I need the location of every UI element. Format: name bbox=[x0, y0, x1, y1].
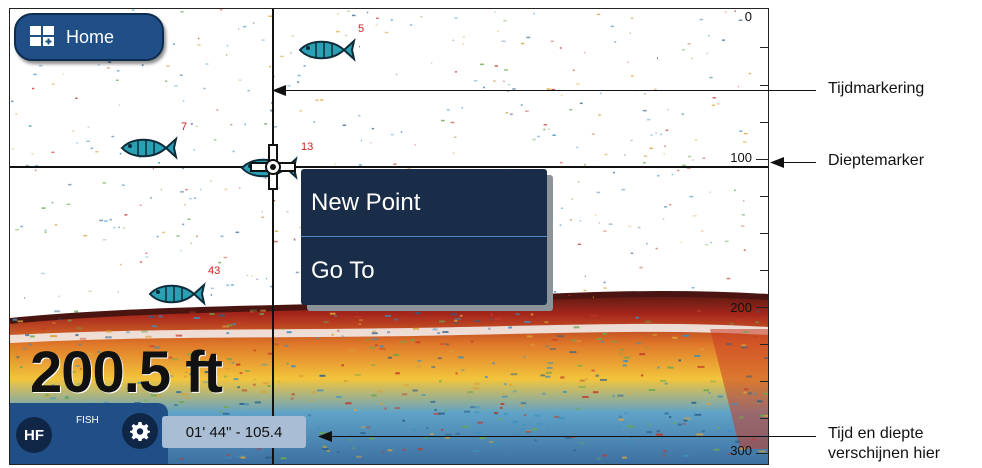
depth-minor-tick bbox=[760, 196, 768, 197]
fish-depth-label: 7 bbox=[181, 121, 188, 133]
home-label: Home bbox=[66, 26, 115, 47]
fish-icon[interactable] bbox=[298, 37, 356, 63]
fish-depth-label: 5 bbox=[358, 23, 365, 35]
callout-time-depth-line1: Tijd en diepte bbox=[828, 425, 924, 442]
fish-depth-label: 13 bbox=[301, 141, 314, 153]
depth-label-0: 0 bbox=[744, 9, 752, 24]
time-marker-callout-line bbox=[280, 90, 816, 91]
depth-marker-callout-line bbox=[778, 162, 816, 163]
depth-minor-tick bbox=[760, 47, 768, 48]
depth-label-300: 300 bbox=[730, 443, 752, 458]
depth-minor-tick bbox=[760, 381, 768, 382]
callout-time-depth-line2: verschijnen hier bbox=[828, 445, 941, 462]
depth-minor-tick bbox=[760, 122, 768, 123]
depth-tick bbox=[756, 307, 768, 308]
gear-icon bbox=[130, 422, 150, 441]
mode-label: FISH bbox=[76, 415, 99, 426]
frequency-button[interactable]: HF bbox=[16, 417, 52, 453]
time-marker-line[interactable] bbox=[272, 9, 274, 464]
depth-marker-line[interactable] bbox=[10, 166, 768, 168]
depth-minor-tick bbox=[760, 85, 768, 86]
depth-minor-tick bbox=[760, 270, 768, 271]
depth-tick bbox=[756, 453, 768, 454]
depth-label-200: 200 bbox=[730, 300, 752, 315]
callout-time-marker: Tijdmarkering bbox=[828, 80, 925, 97]
settings-button[interactable] bbox=[122, 413, 158, 449]
depth-tick bbox=[756, 159, 768, 160]
time-depth-callout-line bbox=[326, 436, 816, 437]
home-button[interactable]: Home bbox=[14, 13, 164, 61]
depth-minor-tick bbox=[760, 233, 768, 234]
arrow-left-icon bbox=[318, 431, 332, 442]
depth-minor-tick bbox=[760, 344, 768, 345]
arrow-left-icon bbox=[272, 85, 286, 96]
crosshair-cursor-icon[interactable] bbox=[249, 143, 297, 191]
fish-depth-label: 43 bbox=[208, 265, 221, 277]
fish-icon[interactable] bbox=[120, 135, 178, 161]
menu-item-go-to[interactable]: Go To bbox=[311, 256, 375, 284]
callout-depth-marker: Dieptemarker bbox=[828, 152, 925, 169]
grid-icon bbox=[30, 26, 54, 46]
depth-readout: 200.5 ft bbox=[30, 340, 223, 405]
depth-label-100: 100 bbox=[730, 150, 752, 165]
fish-icon[interactable] bbox=[148, 281, 206, 307]
menu-item-new-point[interactable]: New Point bbox=[311, 188, 421, 216]
sonar-display[interactable]: 0 100 200 300 5 7 13 bbox=[9, 8, 769, 465]
time-depth-readout: 01' 44" - 105.4 bbox=[162, 416, 306, 448]
depth-minor-tick bbox=[760, 418, 768, 419]
context-menu: New Point Go To bbox=[301, 169, 547, 305]
arrow-left-icon bbox=[770, 157, 784, 168]
sonar-control-panel: HF FISH bbox=[10, 403, 168, 464]
menu-divider bbox=[301, 236, 547, 237]
